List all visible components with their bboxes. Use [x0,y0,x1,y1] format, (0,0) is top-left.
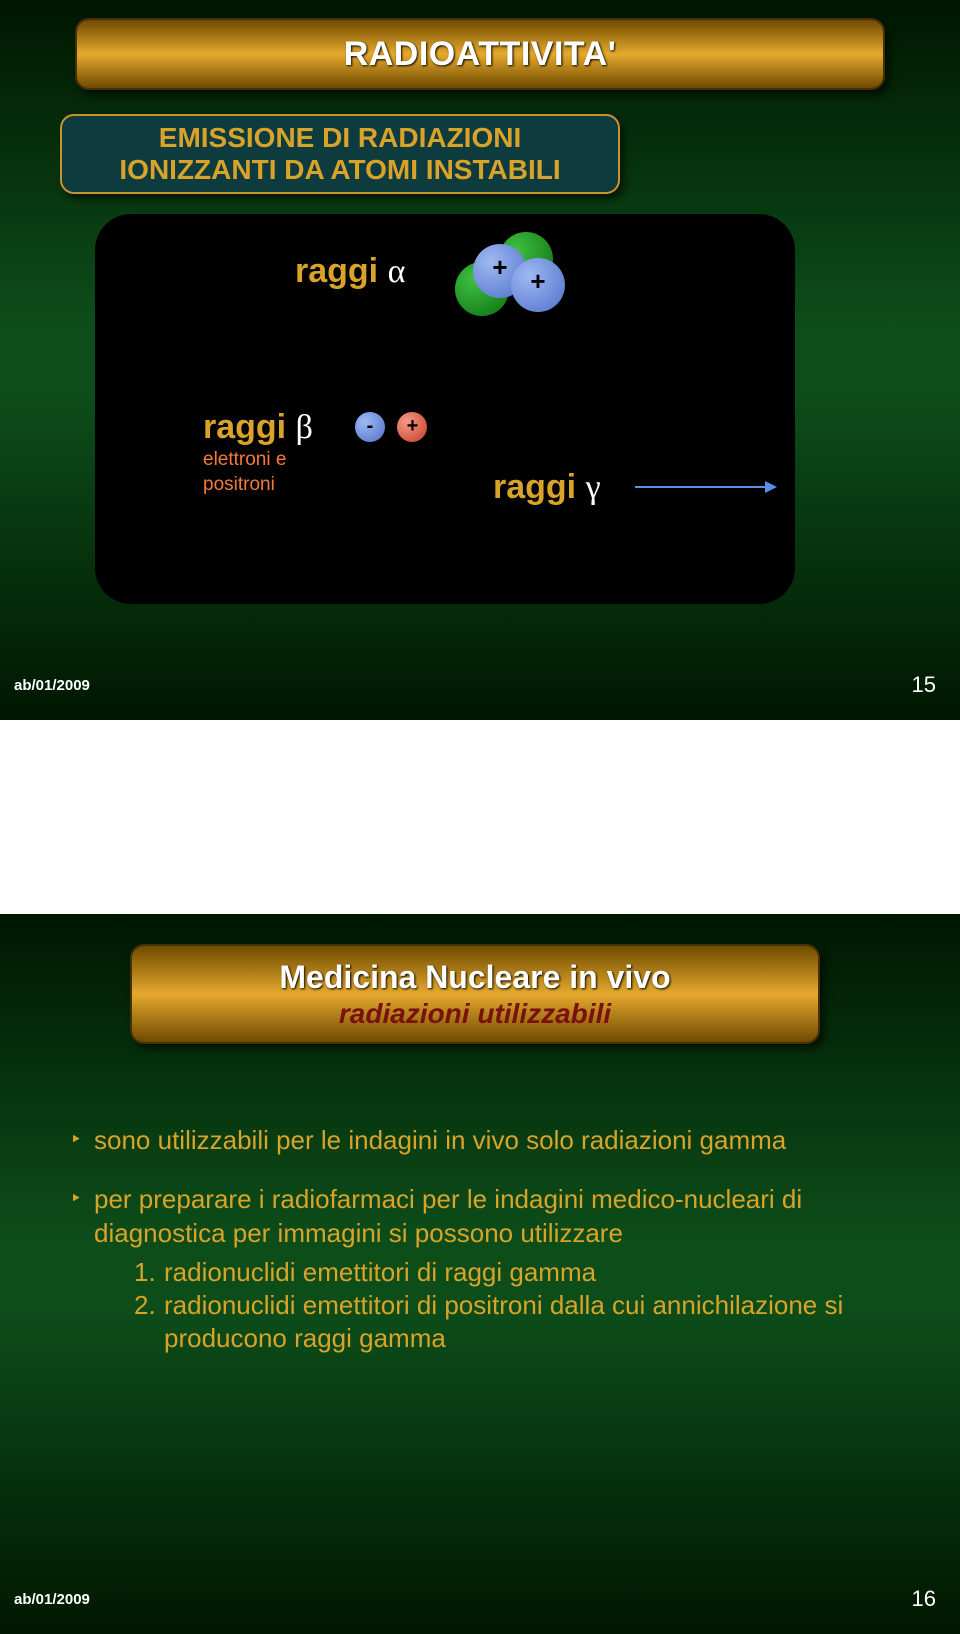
sub-item-1: 1. radionuclidi emettitori di raggi gamm… [134,1256,890,1289]
slide-gap [0,720,960,914]
slide-2: Medicina Nucleare in vivo radiazioni uti… [0,914,960,1634]
alpha-label: raggi α [295,252,405,291]
gamma-label: raggi γ [493,468,601,507]
beta-particle-icon: - + [355,412,427,442]
beta-sublabel: elettroni e positroni [203,448,286,497]
proton-icon: + [511,258,565,312]
gamma-symbol: γ [586,469,601,506]
bullet-1-text: sono utilizzabili per le indagini in viv… [94,1124,890,1157]
title2-line2: radiazioni utilizzabili [132,998,818,1030]
positron-icon: + [397,412,427,442]
bullet-1: ‣ sono utilizzabili per le indagini in v… [70,1124,890,1157]
title-text: RADIOATTIVITA' [77,35,883,74]
electron-icon: - [355,412,385,442]
gamma-word: raggi [493,468,576,506]
title2-line1: Medicina Nucleare in vivo [132,959,818,996]
footer-date: ab/01/2009 [14,677,90,694]
subtitle-line1: EMISSIONE DI RADIAZIONI [62,122,618,154]
bullet-2-container: per preparare i radiofarmaci per le inda… [94,1183,890,1355]
slide-1: RADIOATTIVITA' EMISSIONE DI RADIAZIONI I… [0,0,960,720]
beta-label: raggi β [203,408,313,447]
body-text: ‣ sono utilizzabili per le indagini in v… [70,1124,890,1382]
bullet-2: ‣ per preparare i radiofarmaci per le in… [70,1183,890,1355]
bullet-arrow-icon: ‣ [70,1183,94,1355]
subtitle-line2: IONIZZANTI DA ATOMI INSTABILI [62,154,618,186]
page-number: 16 [912,1586,936,1612]
beta-word: raggi [203,408,286,446]
page-number: 15 [912,672,936,698]
bullet-2-lead: per preparare i radiofarmaci per le inda… [94,1183,890,1250]
alpha-particle-icon: + + [455,232,575,322]
subtitle-plaque: EMISSIONE DI RADIAZIONI IONIZZANTI DA AT… [60,114,620,194]
alpha-symbol: α [388,253,406,290]
title-plaque: RADIOATTIVITA' [75,18,885,90]
beta-symbol: β [296,409,313,446]
gamma-ray-arrow-icon [635,486,775,488]
sub-item-2: 2. radionuclidi emettitori di positroni … [134,1289,890,1356]
sub-list: 1. radionuclidi emettitori di raggi gamm… [134,1256,890,1356]
title-plaque-2: Medicina Nucleare in vivo radiazioni uti… [130,944,820,1044]
radiation-panel: raggi α + + raggi β elettroni e positron… [95,214,795,604]
footer-date: ab/01/2009 [14,1591,90,1608]
alpha-word: raggi [295,252,378,290]
bullet-arrow-icon: ‣ [70,1124,94,1157]
